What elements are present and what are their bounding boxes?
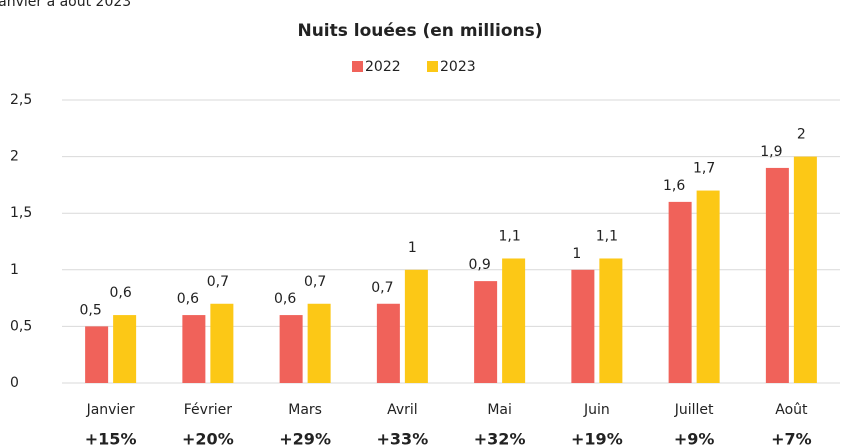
- bar: [182, 315, 206, 383]
- chart-title: Nuits louées (en millions): [297, 21, 542, 41]
- annotation: +33%: [377, 430, 429, 447]
- data-label: 0,6: [177, 291, 199, 307]
- data-label: 1,1: [596, 228, 618, 244]
- annotation: +15%: [85, 430, 137, 447]
- bar: [376, 303, 400, 383]
- legend-swatch: [352, 61, 363, 72]
- bar: [404, 269, 428, 383]
- annotation: +32%: [474, 430, 526, 447]
- data-label: 0,9: [468, 257, 490, 273]
- data-label: 1,6: [663, 178, 685, 194]
- data-label: 1,9: [760, 144, 782, 160]
- x-tick-label: Février: [184, 402, 232, 418]
- y-tick-label: 0,5: [10, 318, 32, 334]
- x-tick-label: Janvier: [86, 402, 135, 418]
- annotation: +29%: [279, 430, 331, 447]
- y-tick-label: 0: [10, 375, 19, 391]
- x-tick-label: Mars: [288, 402, 322, 418]
- y-tick-label: 2,5: [10, 92, 32, 108]
- annotation: +20%: [182, 430, 234, 447]
- x-tick-label: Avril: [387, 402, 418, 418]
- bar: [474, 281, 498, 383]
- bar: [85, 326, 109, 383]
- y-tick-label: 2: [10, 149, 19, 165]
- data-label: 2: [797, 127, 806, 143]
- data-label: 1,1: [498, 228, 520, 244]
- annotation: +19%: [571, 430, 623, 447]
- bar: [599, 258, 623, 383]
- x-tick-label: Août: [775, 402, 808, 418]
- data-label: 1: [408, 240, 417, 256]
- annotation: +9%: [674, 430, 715, 447]
- bar: [793, 156, 817, 383]
- data-label: 0,7: [371, 280, 393, 296]
- x-tick-label: Mai: [487, 402, 512, 418]
- bar: [765, 167, 789, 383]
- bar: [279, 315, 303, 383]
- x-tick-label: Juillet: [674, 402, 714, 418]
- data-label: 0,7: [207, 274, 229, 290]
- bar: [668, 201, 692, 383]
- annotation: +7%: [771, 430, 812, 447]
- x-tick-label: Juin: [583, 402, 610, 418]
- data-label: 0,5: [79, 302, 101, 318]
- data-label: 1,7: [693, 161, 715, 177]
- data-label: 0,6: [274, 291, 296, 307]
- data-label: 0,7: [304, 274, 326, 290]
- data-label: 0,6: [109, 285, 131, 301]
- data-label: 1: [572, 246, 581, 262]
- chart-subtitle: Janvier à août 2023: [0, 0, 131, 10]
- bar: [210, 303, 234, 383]
- bar: [113, 315, 137, 383]
- legend-label: 2023: [440, 59, 476, 75]
- bar: [571, 269, 595, 383]
- legend-swatch: [427, 61, 438, 72]
- y-tick-label: 1,5: [10, 205, 32, 221]
- legend-label: 2022: [365, 59, 401, 75]
- bar: [696, 190, 720, 383]
- bar: [502, 258, 526, 383]
- y-tick-label: 1: [10, 262, 19, 278]
- bar: [307, 303, 331, 383]
